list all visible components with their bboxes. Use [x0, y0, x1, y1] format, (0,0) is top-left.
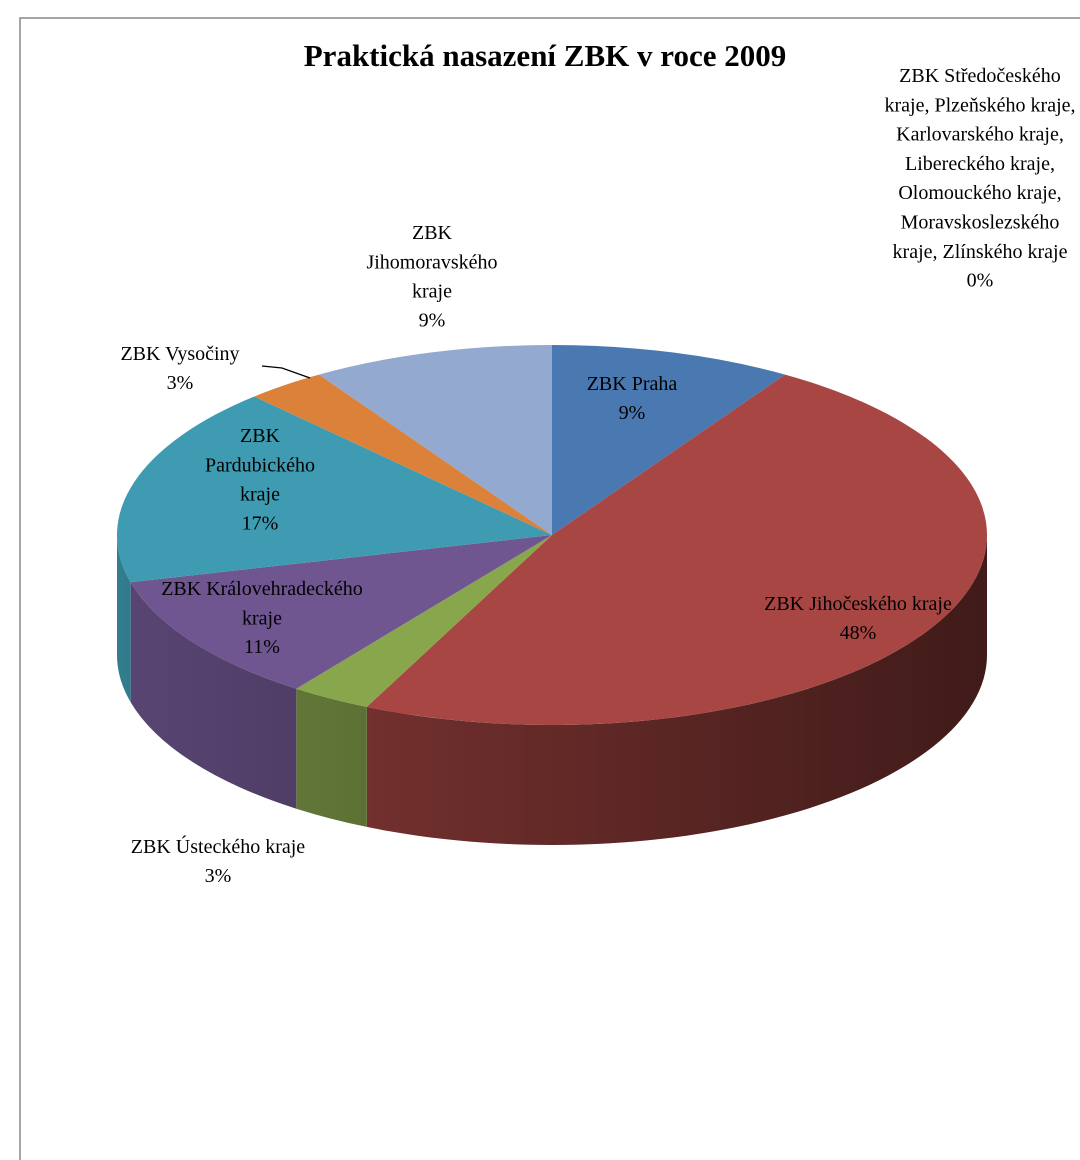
category-label: ZBK Ústeckého kraje [131, 834, 306, 858]
pie-slice [254, 374, 552, 535]
pie-tops [117, 345, 987, 725]
category-label: ZBK Vysočiny [120, 343, 239, 365]
value-label: 9% [619, 402, 646, 424]
pie-slice [296, 535, 552, 707]
pie-slice [552, 345, 786, 535]
pie-slice [130, 535, 552, 689]
pie-side [117, 535, 131, 703]
value-label: 9% [419, 309, 446, 331]
category-label: ZBK Jihomoravského kraje [366, 222, 497, 303]
pie-side [296, 688, 367, 827]
pie-slice [366, 374, 987, 725]
pie-sides [117, 535, 987, 845]
category-label: ZBK Královehradeckého kraje [161, 578, 363, 629]
category-label: ZBK Pardubického kraje [205, 425, 315, 506]
category-label: ZBK Jihočeského kraje [764, 593, 952, 615]
category-label: ZBK Středočeského kraje, Plzeňského kraje… [884, 65, 1075, 263]
value-label: 0% [967, 270, 994, 292]
value-label: 11% [244, 636, 280, 658]
value-label: 48% [840, 622, 877, 644]
chart-title: Praktická nasazení ZBK v roce 2009 [304, 38, 786, 73]
value-label: 3% [205, 865, 232, 887]
leader-line [261, 365, 311, 379]
pie-side [130, 582, 297, 809]
data-labels: ZBK Praha 9% ZBK Středočeského kraje, Plzeň… [120, 65, 1075, 887]
pie-side [366, 535, 987, 845]
value-label: 17% [242, 512, 279, 534]
pie-slice [117, 396, 553, 583]
category-label: ZBK Praha [587, 373, 678, 395]
value-label: 3% [167, 372, 194, 394]
pie-slice [318, 345, 552, 535]
